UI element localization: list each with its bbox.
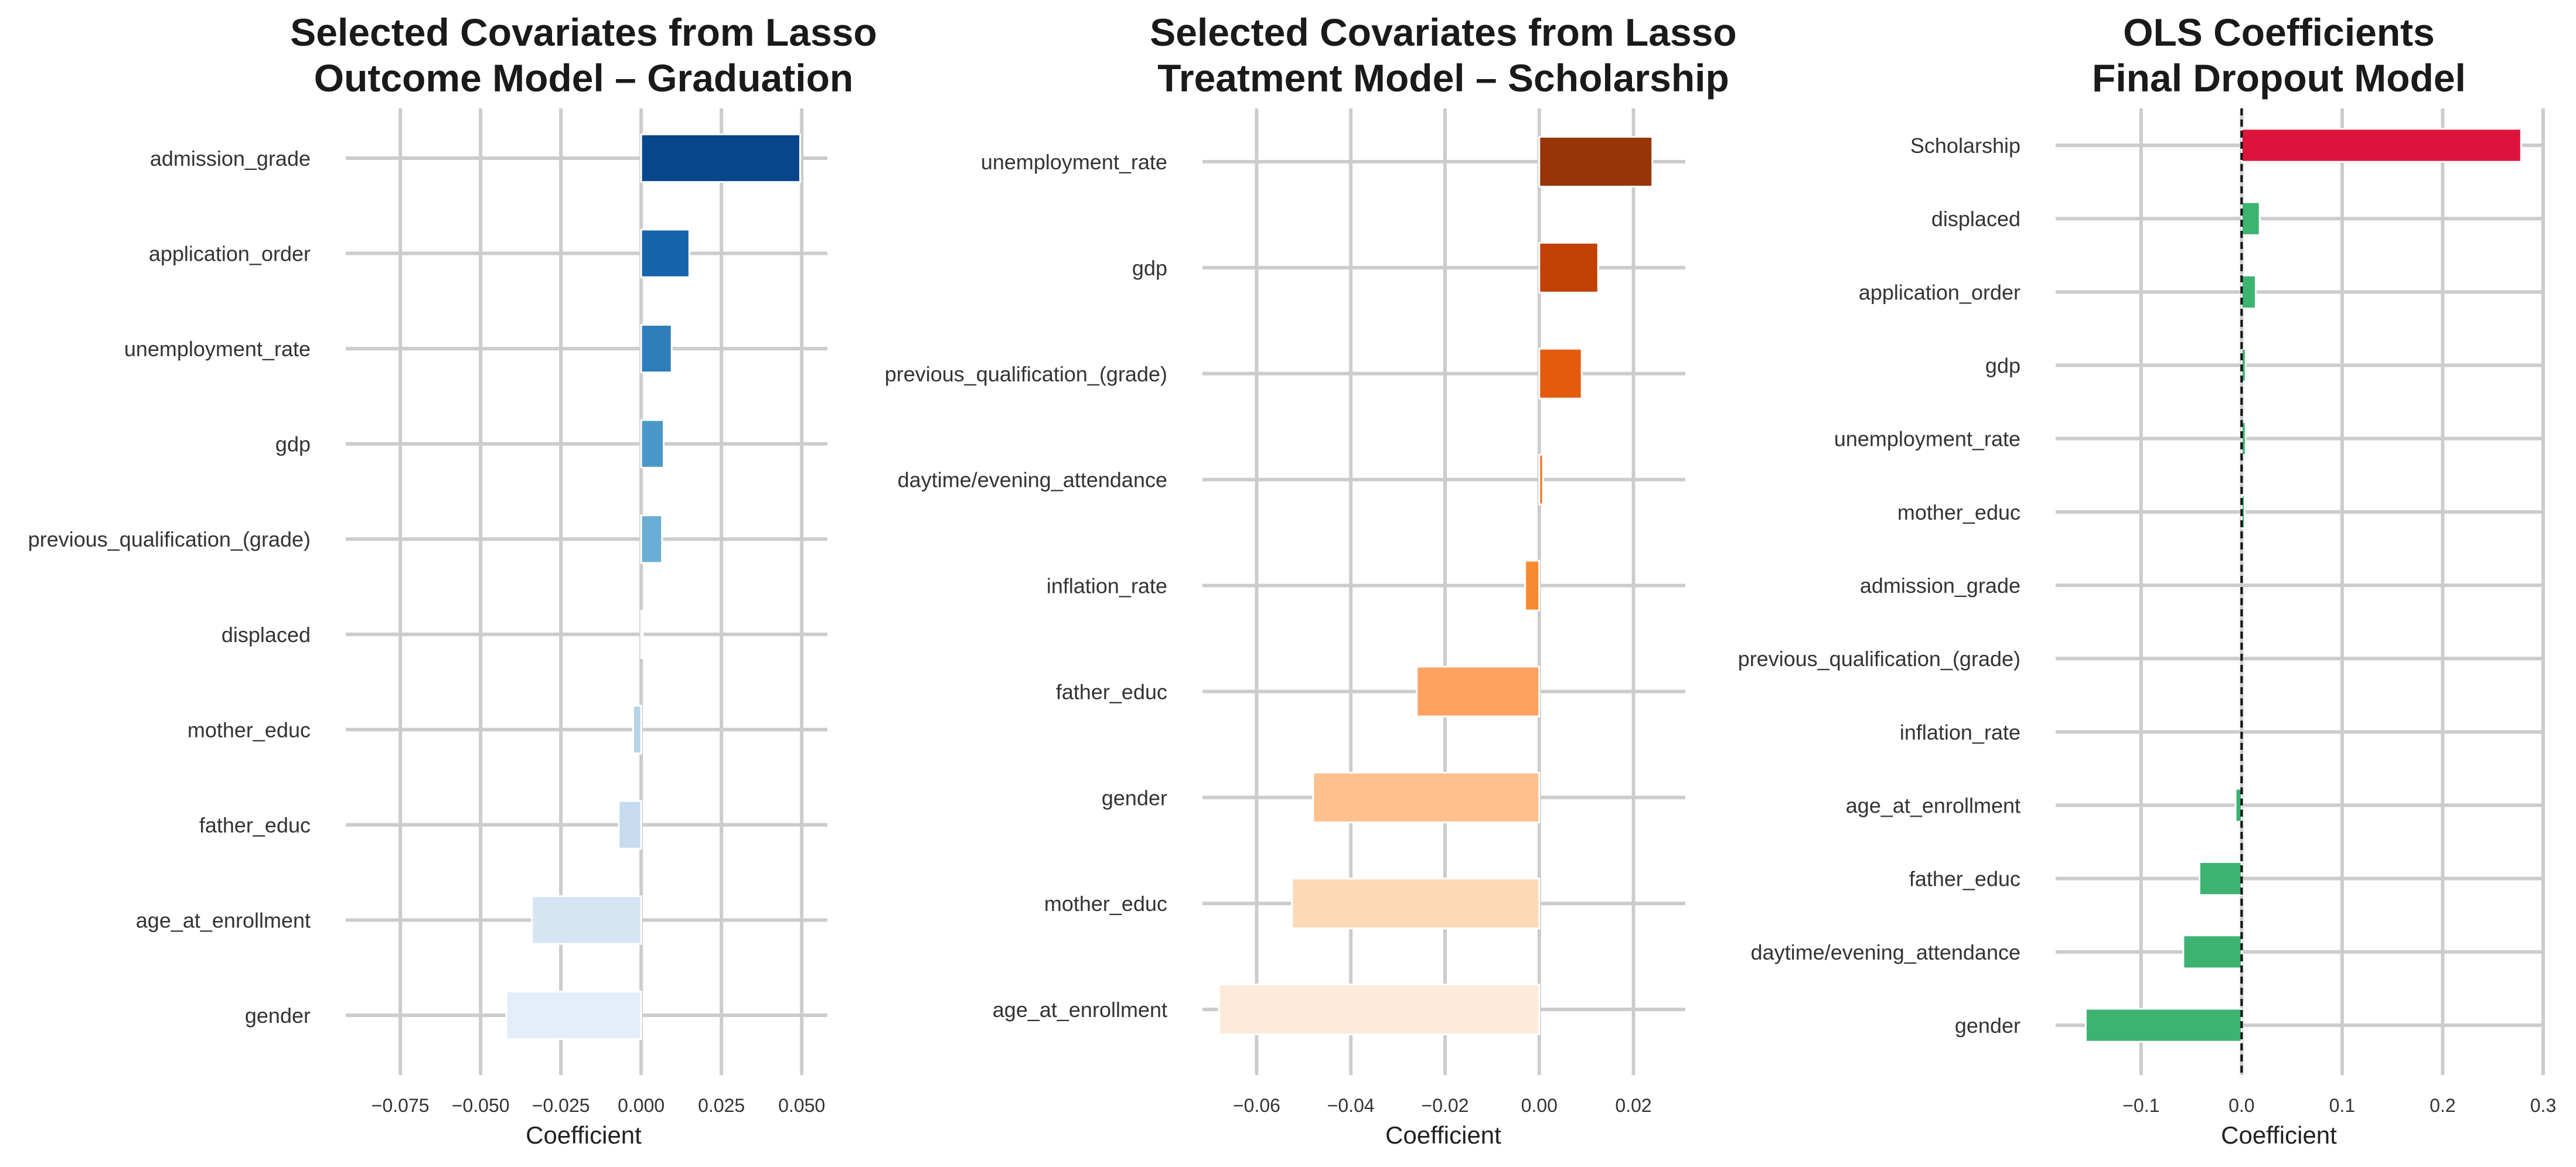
x-tick-label: 0.02 bbox=[1615, 1095, 1651, 1116]
x-tick-label: −0.025 bbox=[532, 1095, 590, 1116]
bar bbox=[505, 990, 642, 1040]
x-tick-label: −0.050 bbox=[452, 1095, 510, 1116]
category-label: age_at_enrollment bbox=[1846, 794, 2020, 818]
category-label: gender bbox=[245, 1004, 311, 1028]
bar bbox=[640, 228, 690, 278]
bar bbox=[1538, 453, 1544, 506]
category-label: inflation_rate bbox=[1047, 574, 1167, 598]
bar bbox=[640, 419, 665, 469]
bar bbox=[2084, 1008, 2243, 1043]
category-label: gender bbox=[1102, 786, 1167, 810]
bar bbox=[2240, 421, 2247, 456]
bar bbox=[632, 705, 642, 755]
chart-title-line-2: Outcome Model – Graduation bbox=[314, 56, 853, 100]
category-label: gender bbox=[1955, 1014, 2020, 1038]
chart-title-line-1: Selected Covariates from Lasso bbox=[290, 11, 877, 54]
x-tick-label: 0.2 bbox=[2430, 1095, 2455, 1116]
x-tick-label: 0.000 bbox=[618, 1095, 665, 1116]
category-label: unemployment_rate bbox=[124, 337, 311, 361]
x-tick-labels: −0.06 −0.04 −0.02 0.00 0.02 bbox=[1233, 1095, 1652, 1116]
category-label: age_at_enrollment bbox=[136, 908, 311, 932]
category-label: father_educ bbox=[1909, 867, 2020, 891]
bar bbox=[618, 800, 642, 850]
bar bbox=[1291, 878, 1541, 930]
x-tick-label: −0.075 bbox=[372, 1095, 430, 1116]
bars bbox=[2084, 128, 2522, 1043]
category-label: mother_educ bbox=[188, 718, 311, 742]
x-tick-label: −0.06 bbox=[1233, 1095, 1280, 1116]
category-label: admission_grade bbox=[1860, 574, 2020, 598]
chart-title-line-2: Treatment Model – Scholarship bbox=[1157, 56, 1729, 100]
bar bbox=[2240, 274, 2257, 309]
bar bbox=[640, 323, 673, 374]
bar bbox=[1538, 241, 1599, 294]
panel-dropout: OLS Coefficients Final Dropout Model Sch… bbox=[1738, 11, 2557, 1149]
x-axis-label: Coefficient bbox=[1385, 1121, 1501, 1149]
x-tick-label: 0.1 bbox=[2329, 1095, 2355, 1116]
x-axis-label: Coefficient bbox=[526, 1121, 642, 1149]
bar bbox=[1416, 666, 1541, 718]
category-labels: Scholarship displaced application_ordergdp… bbox=[1738, 134, 2020, 1038]
category-label: displaced bbox=[222, 623, 311, 647]
chart-title-line-1: Selected Covariates from Lasso bbox=[1150, 11, 1736, 54]
category-label: previous_qualification_(grade) bbox=[1738, 647, 2020, 671]
category-labels: admission_grade application_order unemploy… bbox=[28, 146, 311, 1028]
x-tick-label: 0.00 bbox=[1521, 1095, 1558, 1116]
x-tick-label: −0.02 bbox=[1422, 1095, 1469, 1116]
bar bbox=[640, 133, 801, 183]
category-label: mother_educ bbox=[1044, 892, 1167, 916]
category-label: mother_educ bbox=[1897, 500, 2020, 524]
category-label: daytime/evening_attendance bbox=[898, 468, 1167, 492]
category-label: previous_qualification_(grade) bbox=[885, 362, 1167, 386]
x-tick-label: 0.050 bbox=[778, 1095, 825, 1116]
category-label: unemployment_rate bbox=[981, 150, 1167, 174]
category-label: unemployment_rate bbox=[1834, 427, 2020, 451]
category-label: application_order bbox=[149, 242, 311, 266]
bar bbox=[1312, 772, 1541, 824]
category-label: gdp bbox=[1132, 256, 1167, 280]
category-label: gdp bbox=[275, 432, 311, 456]
bar bbox=[1218, 983, 1541, 1036]
bar bbox=[1538, 135, 1654, 188]
category-label: application_order bbox=[1859, 280, 2020, 304]
category-label: gdp bbox=[1985, 354, 2020, 378]
panel-graduation: Selected Covariates from Lasso Outcome M… bbox=[28, 11, 877, 1149]
x-axis-label: Coefficient bbox=[2221, 1121, 2337, 1149]
category-label: inflation_rate bbox=[1900, 720, 2020, 744]
category-label: previous_qualification_(grade) bbox=[28, 527, 311, 551]
x-tick-label: 0.025 bbox=[698, 1095, 745, 1116]
bar bbox=[1524, 559, 1541, 612]
category-label: daytime/evening_attendance bbox=[1751, 940, 2020, 964]
bar bbox=[2182, 934, 2243, 970]
bar bbox=[1538, 347, 1583, 400]
bar bbox=[2240, 128, 2522, 163]
x-tick-label: 0.0 bbox=[2229, 1095, 2254, 1116]
category-label: father_educ bbox=[1056, 680, 1167, 704]
chart-title-line-2: Final Dropout Model bbox=[2092, 56, 2466, 100]
category-label: father_educ bbox=[199, 813, 311, 837]
x-tick-labels: −0.1 0.0 0.1 0.2 0.3 bbox=[2122, 1095, 2556, 1116]
panel-scholarship: Selected Covariates from Lasso Treatment… bbox=[885, 11, 1737, 1149]
x-tick-label: 0.3 bbox=[2530, 1095, 2556, 1116]
category-label: admission_grade bbox=[150, 146, 311, 170]
bar bbox=[640, 609, 644, 659]
chart-title-line-1: OLS Coefficients bbox=[2123, 11, 2435, 54]
bar bbox=[2240, 201, 2261, 236]
bars bbox=[505, 133, 801, 1040]
bar bbox=[2198, 861, 2243, 896]
bars bbox=[1218, 135, 1654, 1036]
x-tick-label: −0.1 bbox=[2122, 1095, 2159, 1116]
category-label: age_at_enrollment bbox=[993, 998, 1167, 1022]
bar bbox=[531, 895, 642, 945]
x-tick-label: −0.04 bbox=[1327, 1095, 1375, 1116]
x-tick-labels: −0.075 −0.050 −0.025 0.000 0.025 0.050 bbox=[372, 1095, 825, 1116]
category-label: displaced bbox=[1931, 207, 2020, 231]
bar bbox=[640, 514, 663, 564]
category-label: Scholarship bbox=[1910, 134, 2020, 158]
